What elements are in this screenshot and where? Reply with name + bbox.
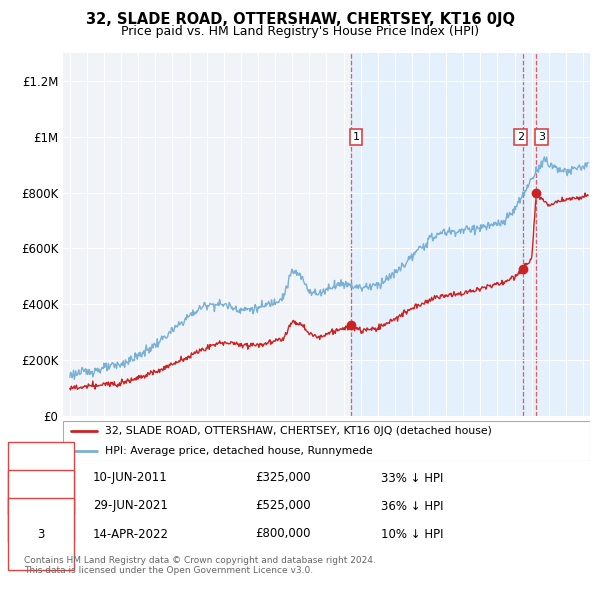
Text: 1: 1 xyxy=(37,471,44,484)
Text: £800,000: £800,000 xyxy=(255,527,311,540)
FancyBboxPatch shape xyxy=(63,421,590,461)
Text: 29-JUN-2021: 29-JUN-2021 xyxy=(93,500,168,513)
Text: 2: 2 xyxy=(517,132,524,142)
Text: £325,000: £325,000 xyxy=(255,471,311,484)
Text: 3: 3 xyxy=(37,527,44,540)
Text: Contains HM Land Registry data © Crown copyright and database right 2024.
This d: Contains HM Land Registry data © Crown c… xyxy=(24,556,376,575)
Text: 32, SLADE ROAD, OTTERSHAW, CHERTSEY, KT16 0JQ (detached house): 32, SLADE ROAD, OTTERSHAW, CHERTSEY, KT1… xyxy=(105,427,492,436)
Text: 2: 2 xyxy=(37,500,44,513)
Text: 32, SLADE ROAD, OTTERSHAW, CHERTSEY, KT16 0JQ: 32, SLADE ROAD, OTTERSHAW, CHERTSEY, KT1… xyxy=(86,12,515,27)
Text: £525,000: £525,000 xyxy=(255,500,311,513)
Bar xyxy=(351,53,590,416)
Text: 14-APR-2022: 14-APR-2022 xyxy=(93,527,169,540)
Text: 36% ↓ HPI: 36% ↓ HPI xyxy=(381,500,443,513)
Text: 1: 1 xyxy=(353,132,359,142)
Text: HPI: Average price, detached house, Runnymede: HPI: Average price, detached house, Runn… xyxy=(105,447,373,456)
Text: Price paid vs. HM Land Registry's House Price Index (HPI): Price paid vs. HM Land Registry's House … xyxy=(121,25,479,38)
Text: 33% ↓ HPI: 33% ↓ HPI xyxy=(381,471,443,484)
Text: 3: 3 xyxy=(538,132,545,142)
Text: 10-JUN-2011: 10-JUN-2011 xyxy=(93,471,168,484)
Text: 10% ↓ HPI: 10% ↓ HPI xyxy=(381,527,443,540)
